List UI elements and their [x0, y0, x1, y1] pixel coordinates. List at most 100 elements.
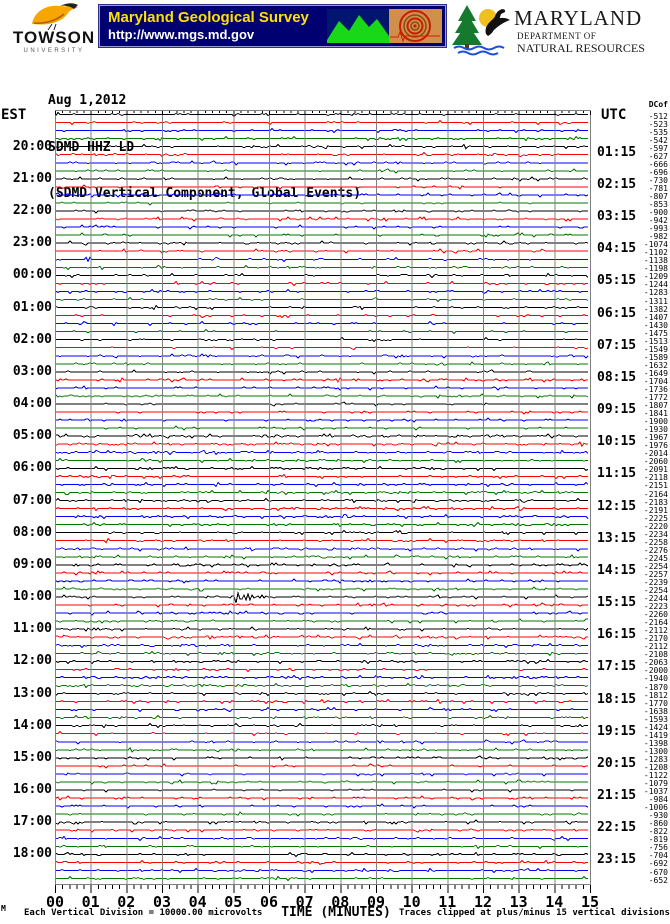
dc-offset-value: -692: [648, 859, 668, 869]
seismic-trace: [55, 288, 588, 295]
seismic-trace: [56, 240, 589, 246]
dc-offset-value: -1300: [643, 746, 668, 756]
seismic-trace: [55, 642, 588, 649]
dc-offset-header: DCof: [648, 100, 668, 109]
seismic-trace: [56, 176, 588, 182]
x-axis-tick-label: 00: [45, 893, 65, 911]
utc-hour-label: 10:15: [597, 434, 637, 450]
seismic-trace: [55, 256, 588, 263]
seismic-trace: [55, 746, 588, 753]
seismic-trace: [55, 441, 588, 448]
utc-hour-label: 05:15: [597, 273, 637, 289]
dc-offset-value: -2225: [643, 513, 668, 523]
grid-lines: [90, 110, 556, 884]
dc-offset-value: -2112: [643, 642, 668, 652]
right-axis-header: UTC: [601, 107, 627, 123]
seismic-trace: [56, 844, 588, 850]
seismic-trace: [56, 127, 588, 134]
dc-offset-value: -1208: [643, 762, 668, 772]
seismic-trace: [55, 851, 589, 858]
est-hour-label: 13:00: [12, 685, 52, 701]
seismic-trace: [56, 296, 589, 303]
seismic-trace: [56, 410, 588, 415]
dc-offset-value: -1006: [643, 803, 668, 813]
seismic-trace: [56, 425, 588, 431]
dc-offset-value: -781: [648, 183, 668, 193]
dc-offset-value: -1513: [643, 336, 668, 346]
seismic-trace: [55, 795, 588, 801]
dc-offset-value: -2239: [643, 577, 668, 587]
seismic-trace: [55, 111, 588, 118]
est-hour-label: 14:00: [12, 717, 52, 733]
dc-offset-value: -822: [648, 827, 668, 837]
utc-hour-label: 17:15: [597, 659, 637, 675]
seismic-trace: [56, 353, 589, 359]
dc-offset-value: -1102: [643, 248, 668, 258]
maryland-dnr-logo[interactable]: MARYLAND DEPARTMENT OF NATURAL RESOURCES: [452, 4, 668, 58]
mgs-banner[interactable]: Maryland Geological Survey http://www.mg…: [100, 6, 445, 46]
seismic-trace: [56, 160, 588, 166]
dc-offset-value: -2258: [643, 537, 668, 547]
seismic-trace: [56, 554, 588, 560]
x-axis-tick-label: 04: [188, 893, 207, 911]
est-hour-label: 08:00: [12, 524, 52, 540]
utc-hour-label: 15:15: [597, 595, 637, 611]
seismic-trace: [55, 449, 589, 456]
dc-offset-value: -1593: [643, 714, 668, 724]
seismic-trace: [56, 867, 588, 874]
dc-offset-value: -1549: [643, 344, 668, 354]
seismic-trace: [56, 280, 588, 287]
x-axis-tick-label: 03: [152, 893, 172, 911]
dc-offset-value: -652: [648, 875, 668, 885]
dnr-tree-heron-icon: [452, 5, 510, 56]
seismic-trace: [55, 682, 589, 689]
seismic-trace: [56, 828, 588, 833]
dc-offset-value: -704: [648, 851, 668, 861]
dc-offset-value: -1812: [643, 690, 668, 700]
dc-offset-value: -1283: [643, 288, 668, 298]
seismic-trace: [56, 513, 589, 520]
dc-offset-value: -2254: [643, 561, 668, 571]
seismic-trace: [56, 763, 588, 769]
dc-offset-value: -1649: [643, 368, 668, 378]
seismic-trace: [56, 529, 588, 536]
utc-hour-label: 22:15: [597, 820, 637, 836]
dc-offset-value: -1736: [643, 384, 668, 394]
dc-offset-value: -1704: [643, 376, 668, 386]
est-hour-label: 05:00: [12, 428, 52, 444]
dc-offset-value: -984: [648, 795, 668, 805]
seismic-trace: [56, 546, 588, 552]
towson-subtitle: UNIVERSITY: [23, 48, 85, 54]
dc-offset-value: -2260: [643, 610, 668, 620]
est-hour-label: 21:00: [12, 170, 52, 186]
dc-offset-value: -1870: [643, 682, 668, 692]
seismic-trace: [56, 168, 588, 174]
dc-offset-value: -2060: [643, 457, 668, 467]
mgs-banner-url-link[interactable]: http://www.mgs.md.gov: [108, 27, 255, 42]
dc-offset-value: -2091: [643, 465, 668, 475]
dc-offset-value: -1638: [643, 706, 668, 716]
dc-offset-value: -597: [648, 143, 668, 153]
plot-border: [55, 110, 591, 885]
seismic-trace: [56, 264, 588, 271]
seismic-trace: [55, 859, 588, 866]
seismic-trace: [55, 658, 588, 665]
towson-university-logo[interactable]: TOWSON UNIVERSITY: [4, 2, 104, 58]
dc-offset-value: -1589: [643, 352, 668, 362]
seismic-trace: [56, 586, 588, 592]
mgs-seismic-graphic: [327, 9, 442, 43]
dc-offset-value: -1976: [643, 441, 668, 451]
seismic-trace: [56, 618, 588, 624]
seismic-trace: [56, 722, 588, 729]
dc-offset-value: -1074: [643, 240, 668, 250]
dc-offset-value: -1037: [643, 787, 668, 796]
est-hour-label: 00:00: [12, 267, 52, 283]
dc-offset-value: -1475: [643, 328, 668, 338]
dc-offset-value: -2276: [643, 545, 668, 555]
dc-offset-value: -1209: [643, 272, 668, 282]
seismic-trace: [56, 811, 588, 817]
x-axis-tick-label: 01: [81, 893, 100, 911]
dc-offset-value: -1398: [643, 738, 668, 748]
x-axis-tick-label: 10: [402, 893, 421, 911]
utc-hour-label: 20:15: [597, 755, 637, 771]
